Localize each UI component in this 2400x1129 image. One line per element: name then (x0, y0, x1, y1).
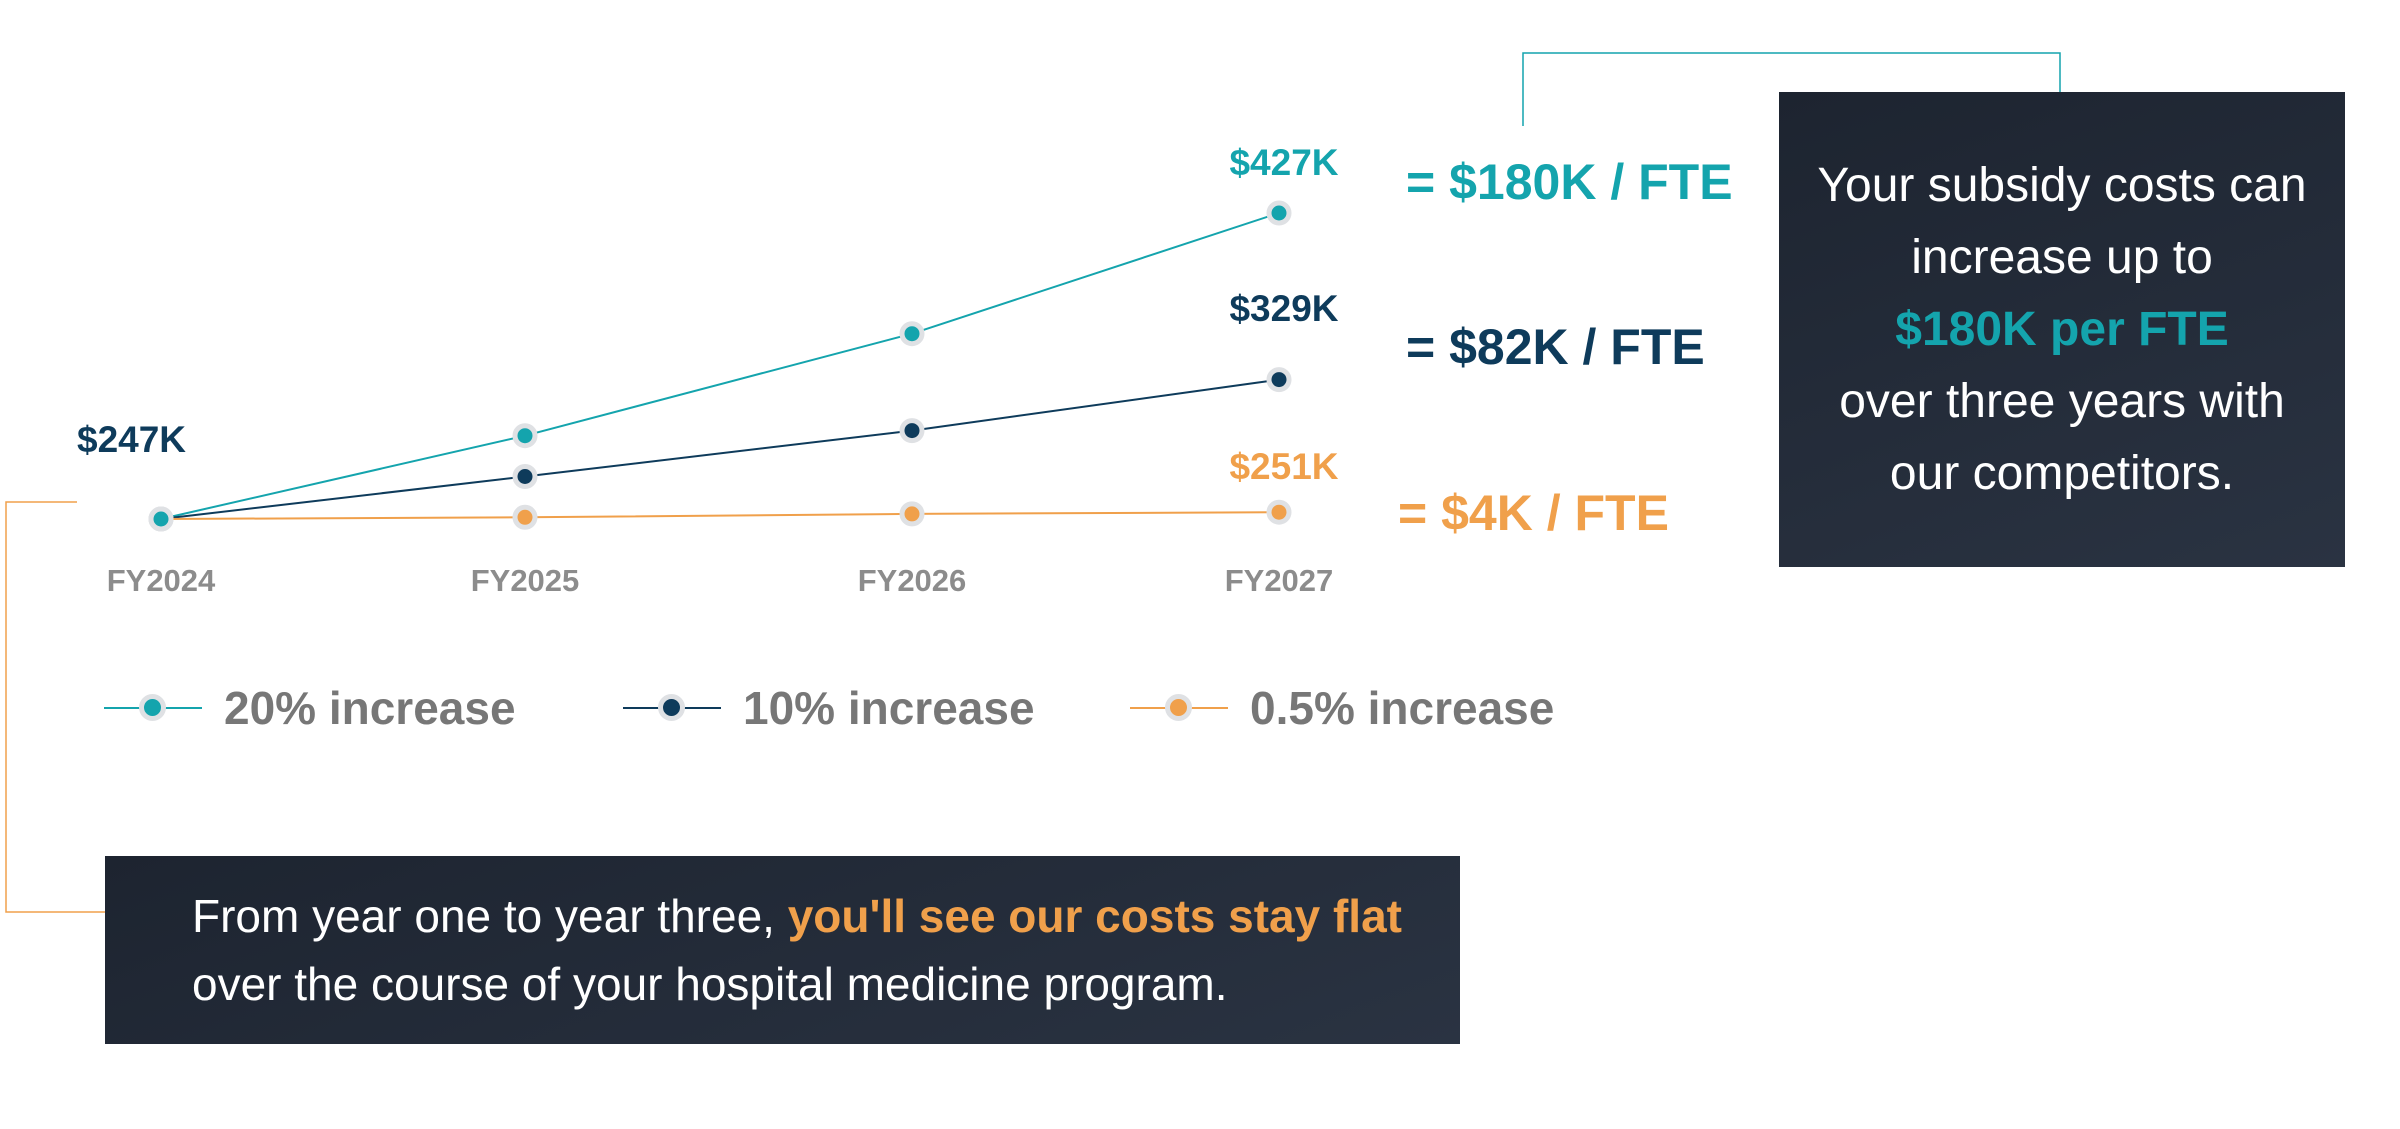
x-tick-fy2025: FY2025 (471, 563, 580, 598)
callout-line: increase up to (1911, 230, 2213, 284)
flat-cost-callout: From year one to year three, you'll see … (105, 856, 1460, 1044)
callout-line: over three years with (1839, 374, 2285, 428)
legend-item-20pct: 20% increase (104, 676, 516, 740)
fte-label-10pct: = $82K / FTE (1406, 319, 1705, 375)
end-label-05pct: $251K (1229, 446, 1338, 487)
data-point-10pct-fy2026 (899, 418, 925, 444)
legend-item-10pct: 10% increase (623, 676, 1035, 740)
data-point-10pct-fy2025 (512, 464, 538, 489)
x-tick-fy2027: FY2027 (1225, 563, 1334, 598)
data-point-20pct-fy2027 (1266, 200, 1292, 226)
callout-prefix: From year one to year three, (192, 890, 788, 942)
end-label-10pct: $329K (1229, 288, 1338, 329)
data-point-10pct-fy2027 (1266, 367, 1292, 393)
callout-highlight: $180K per FTE (1895, 302, 2229, 356)
legend-label: 0.5% increase (1250, 682, 1555, 734)
end-label-20pct: $427K (1229, 142, 1338, 183)
series-line-05pct (160, 511, 1280, 520)
callout-highlight: you'll see our costs stay flat (787, 890, 1402, 942)
series-line-10pct (160, 378, 1280, 520)
bottom-callout-connector (5, 501, 162, 913)
data-point-05pct-fy2027 (1266, 499, 1292, 525)
legend-swatch-orange (1130, 688, 1228, 728)
start-value-label: $247K (77, 419, 186, 460)
legend-label: 20% increase (224, 682, 516, 734)
series-line-20pct (160, 212, 1280, 520)
data-point-05pct-fy2025 (512, 504, 538, 530)
data-point-20pct-fy2026 (899, 321, 925, 347)
legend-swatch-navy (623, 688, 721, 728)
data-point-20pct-fy2024 (148, 506, 174, 532)
x-tick-fy2024: FY2024 (107, 563, 216, 598)
callout-suffix: over the course of your hospital medicin… (192, 958, 1228, 1010)
legend-label: 10% increase (743, 682, 1035, 734)
flat-cost-text: From year one to year three, you'll see … (192, 882, 1460, 1018)
fte-label-20pct: = $180K / FTE (1406, 154, 1733, 210)
callout-line: our competitors. (1889, 446, 2235, 500)
competitor-cost-text: Your subsidy costs can increase up to $1… (1779, 150, 2345, 510)
fte-label-05pct: = $4K / FTE (1398, 485, 1669, 541)
series-lines (160, 212, 1280, 520)
series-markers (148, 200, 1292, 532)
legend-swatch-teal (104, 688, 202, 728)
callout-line: Your subsidy costs can (1817, 158, 2307, 212)
legend-item-05pct: 0.5% increase (1130, 676, 1554, 740)
data-point-05pct-fy2026 (899, 501, 925, 527)
data-point-20pct-fy2025 (512, 423, 538, 449)
competitor-cost-callout: Your subsidy costs can increase up to $1… (1779, 92, 2345, 567)
x-tick-fy2026: FY2026 (858, 563, 967, 598)
